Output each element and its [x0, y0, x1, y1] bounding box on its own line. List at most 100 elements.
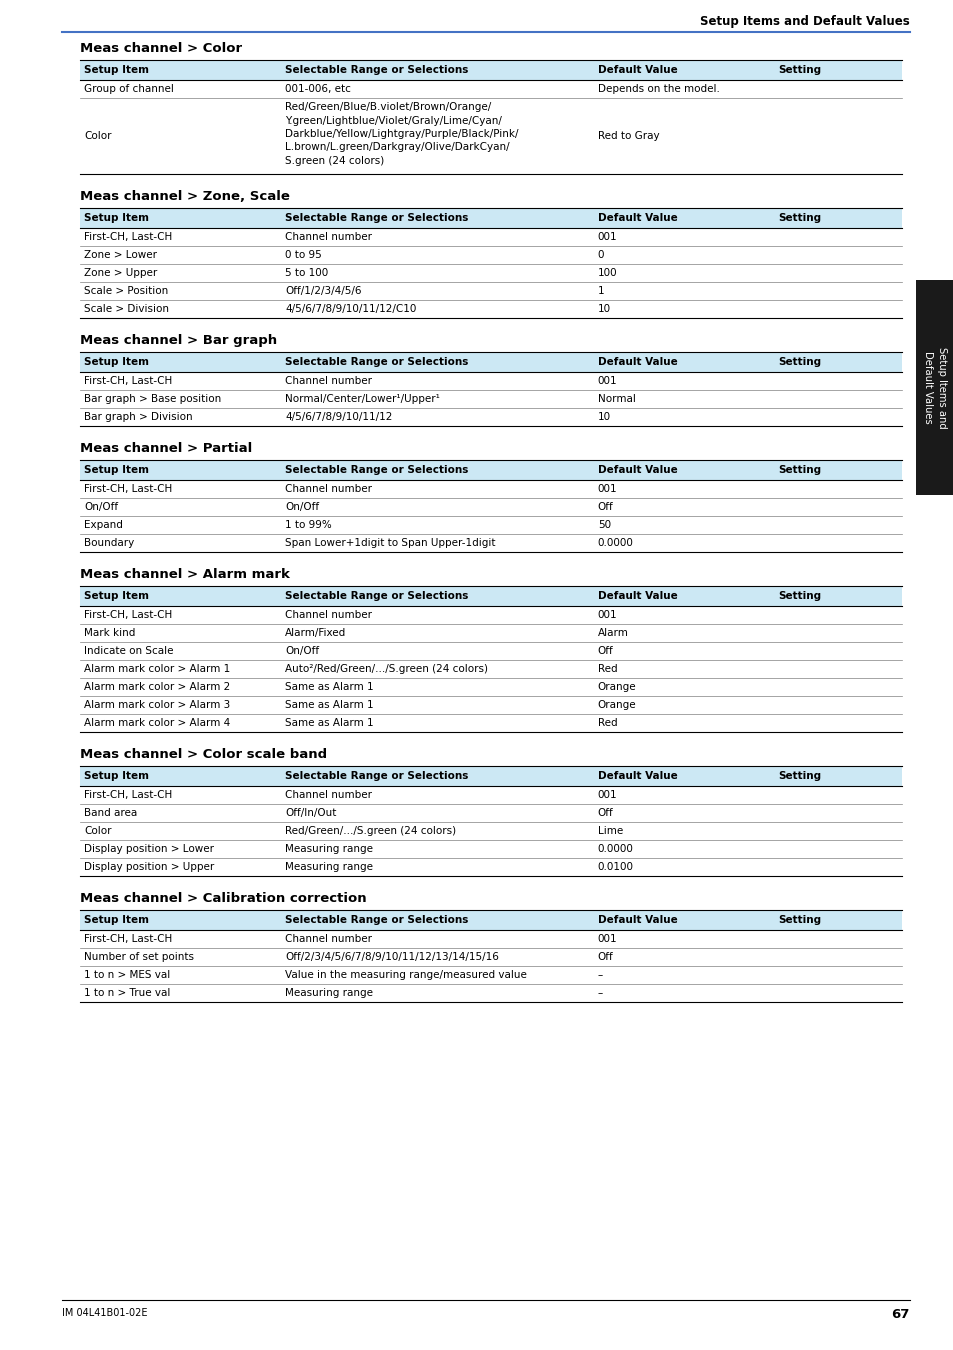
- Text: Zone > Upper: Zone > Upper: [84, 269, 157, 278]
- Bar: [80, 228, 901, 246]
- Bar: [80, 99, 901, 174]
- Text: Setting: Setting: [778, 915, 821, 925]
- Bar: [80, 265, 901, 282]
- Text: Y.green/Lightblue/Violet/Graly/Lime/Cyan/: Y.green/Lightblue/Violet/Graly/Lime/Cyan…: [285, 116, 501, 126]
- Text: Setup Items and
Default Values: Setup Items and Default Values: [923, 347, 946, 428]
- Bar: [80, 967, 901, 984]
- Text: Default Value: Default Value: [598, 771, 677, 782]
- Text: First-CH, Last-CH: First-CH, Last-CH: [84, 485, 172, 494]
- Text: Alarm mark color > Alarm 4: Alarm mark color > Alarm 4: [84, 718, 230, 728]
- Text: Meas channel > Color scale band: Meas channel > Color scale band: [80, 748, 327, 761]
- Text: Default Value: Default Value: [598, 591, 677, 601]
- Text: Setting: Setting: [778, 65, 821, 76]
- Text: Red: Red: [598, 664, 617, 674]
- Text: Same as Alarm 1: Same as Alarm 1: [285, 682, 374, 693]
- Bar: [80, 408, 901, 427]
- Text: Same as Alarm 1: Same as Alarm 1: [285, 701, 374, 710]
- Text: 67: 67: [891, 1308, 909, 1322]
- Text: Scale > Position: Scale > Position: [84, 286, 168, 296]
- Text: 001: 001: [598, 485, 617, 494]
- Text: Setting: Setting: [778, 464, 821, 475]
- Text: Setting: Setting: [778, 591, 821, 601]
- Text: Band area: Band area: [84, 809, 137, 818]
- Text: Span Lower+1digit to Span Upper-1digit: Span Lower+1digit to Span Upper-1digit: [285, 539, 496, 548]
- Text: Red/Green/.../S.green (24 colors): Red/Green/.../S.green (24 colors): [285, 826, 456, 836]
- Bar: [80, 859, 901, 876]
- Text: –: –: [598, 971, 602, 980]
- Text: Same as Alarm 1: Same as Alarm 1: [285, 718, 374, 728]
- Bar: [80, 535, 901, 552]
- Text: 0: 0: [598, 250, 603, 261]
- Text: Setting: Setting: [778, 356, 821, 367]
- Text: L.brown/L.green/Darkgray/Olive/DarkCyan/: L.brown/L.green/Darkgray/Olive/DarkCyan/: [285, 143, 510, 153]
- Bar: [80, 352, 901, 373]
- Bar: [80, 246, 901, 265]
- Text: Off/In/Out: Off/In/Out: [285, 809, 336, 818]
- Bar: [80, 714, 901, 732]
- Bar: [80, 208, 901, 228]
- Bar: [80, 300, 901, 319]
- Text: Alarm: Alarm: [598, 628, 628, 639]
- Bar: [80, 660, 901, 678]
- Bar: [80, 930, 901, 948]
- Text: Channel number: Channel number: [285, 934, 372, 944]
- Text: Off: Off: [598, 952, 613, 963]
- Bar: [80, 643, 901, 660]
- Text: Meas channel > Calibration correction: Meas channel > Calibration correction: [80, 892, 366, 904]
- Text: 4/5/6/7/8/9/10/11/12: 4/5/6/7/8/9/10/11/12: [285, 412, 393, 423]
- Bar: [80, 840, 901, 859]
- Text: Setup Item: Setup Item: [84, 356, 149, 367]
- Text: Indicate on Scale: Indicate on Scale: [84, 647, 173, 656]
- Bar: [80, 624, 901, 643]
- Text: First-CH, Last-CH: First-CH, Last-CH: [84, 790, 172, 801]
- Text: Default Value: Default Value: [598, 65, 677, 76]
- Text: 001-006, etc: 001-006, etc: [285, 84, 351, 95]
- Text: 100: 100: [598, 269, 617, 278]
- Text: Color: Color: [84, 826, 112, 836]
- Bar: [80, 984, 901, 1002]
- Text: 1 to 99%: 1 to 99%: [285, 520, 332, 531]
- Bar: [80, 786, 901, 805]
- Text: Selectable Range or Selections: Selectable Range or Selections: [285, 464, 468, 475]
- Bar: [80, 481, 901, 498]
- Text: 1: 1: [598, 286, 604, 296]
- Text: Selectable Range or Selections: Selectable Range or Selections: [285, 65, 468, 76]
- Text: Off: Off: [598, 502, 613, 512]
- Text: Off: Off: [598, 809, 613, 818]
- Text: Off/1/2/3/4/5/6: Off/1/2/3/4/5/6: [285, 286, 361, 296]
- Text: Default Value: Default Value: [598, 356, 677, 367]
- Text: First-CH, Last-CH: First-CH, Last-CH: [84, 232, 172, 242]
- Text: Alarm/Fixed: Alarm/Fixed: [285, 628, 346, 639]
- Text: –: –: [598, 988, 602, 998]
- Bar: [80, 282, 901, 300]
- Text: Mark kind: Mark kind: [84, 628, 135, 639]
- Text: Bar graph > Division: Bar graph > Division: [84, 412, 193, 423]
- Text: Channel number: Channel number: [285, 610, 372, 620]
- Text: Display position > Upper: Display position > Upper: [84, 863, 214, 872]
- Text: 5 to 100: 5 to 100: [285, 269, 328, 278]
- Text: Depends on the model.: Depends on the model.: [598, 84, 719, 95]
- Text: IM 04L41B01-02E: IM 04L41B01-02E: [62, 1308, 148, 1318]
- Text: Setup Item: Setup Item: [84, 591, 149, 601]
- Text: Number of set points: Number of set points: [84, 952, 193, 963]
- Bar: [80, 516, 901, 535]
- Bar: [80, 822, 901, 840]
- Text: 001: 001: [598, 610, 617, 620]
- Text: Channel number: Channel number: [285, 485, 372, 494]
- Text: Meas channel > Color: Meas channel > Color: [80, 42, 242, 55]
- Text: Setup Item: Setup Item: [84, 771, 149, 782]
- Text: Value in the measuring range/measured value: Value in the measuring range/measured va…: [285, 971, 527, 980]
- Text: Meas channel > Alarm mark: Meas channel > Alarm mark: [80, 568, 290, 580]
- Text: Expand: Expand: [84, 520, 123, 531]
- Text: 4/5/6/7/8/9/10/11/12/C10: 4/5/6/7/8/9/10/11/12/C10: [285, 304, 416, 315]
- Bar: [80, 586, 901, 606]
- Text: Meas channel > Bar graph: Meas channel > Bar graph: [80, 333, 276, 347]
- Text: 1 to n > MES val: 1 to n > MES val: [84, 971, 170, 980]
- Text: Setup Item: Setup Item: [84, 213, 149, 223]
- Text: Setup Item: Setup Item: [84, 65, 149, 76]
- Text: Measuring range: Measuring range: [285, 844, 373, 855]
- Bar: [80, 373, 901, 390]
- Bar: [80, 765, 901, 786]
- Text: On/Off: On/Off: [84, 502, 118, 512]
- Text: First-CH, Last-CH: First-CH, Last-CH: [84, 934, 172, 944]
